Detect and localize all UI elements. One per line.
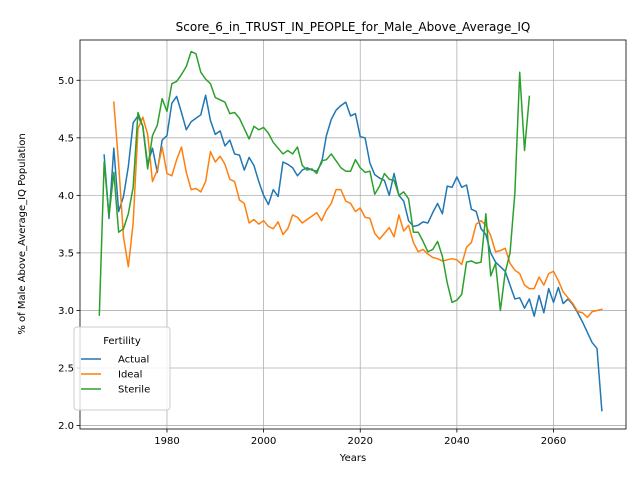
tick-layer: 1980 2000 2020 2040 2060 2.0 2.5 3.0 3.5 4.0 4.5 5.… bbox=[58, 76, 566, 447]
y-tick-label: 5.0 bbox=[58, 76, 74, 87]
x-axis-label: Years bbox=[339, 453, 366, 464]
legend: Fertility Actual Ideal Sterile bbox=[73, 326, 171, 411]
series-layer bbox=[98, 50, 603, 412]
series-line-actual bbox=[103, 94, 603, 412]
y-tick-label: 3.5 bbox=[58, 248, 74, 259]
x-tick-label: 2040 bbox=[444, 436, 469, 447]
y-axis-label: % of Male Above_Average_IQ Population bbox=[17, 133, 28, 334]
y-tick-label: 4.5 bbox=[58, 133, 74, 144]
legend-label-ideal: Ideal bbox=[118, 370, 142, 381]
legend-items: Actual Ideal Sterile bbox=[81, 355, 150, 396]
y-tick-label: 3.0 bbox=[58, 306, 74, 317]
x-tick-label: 2000 bbox=[251, 436, 276, 447]
x-tick-label: 2060 bbox=[541, 436, 566, 447]
legend-label-actual: Actual bbox=[118, 355, 149, 366]
chart-title: Score_6_in_TRUST_IN_PEOPLE_for_Male_Abov… bbox=[176, 20, 531, 34]
x-tick-label: 1980 bbox=[154, 436, 179, 447]
series-line-ideal bbox=[113, 101, 603, 319]
plot-frame bbox=[79, 39, 627, 430]
y-tick-label: 4.0 bbox=[58, 191, 74, 202]
legend-label-sterile: Sterile bbox=[118, 385, 150, 396]
x-tick-label: 2020 bbox=[348, 436, 373, 447]
legend-title: Fertility bbox=[103, 336, 141, 347]
y-tick-label: 2.5 bbox=[58, 364, 74, 375]
grid-layer bbox=[80, 40, 626, 429]
y-tick-label: 2.0 bbox=[58, 421, 74, 432]
series-line-sterile bbox=[98, 50, 531, 316]
